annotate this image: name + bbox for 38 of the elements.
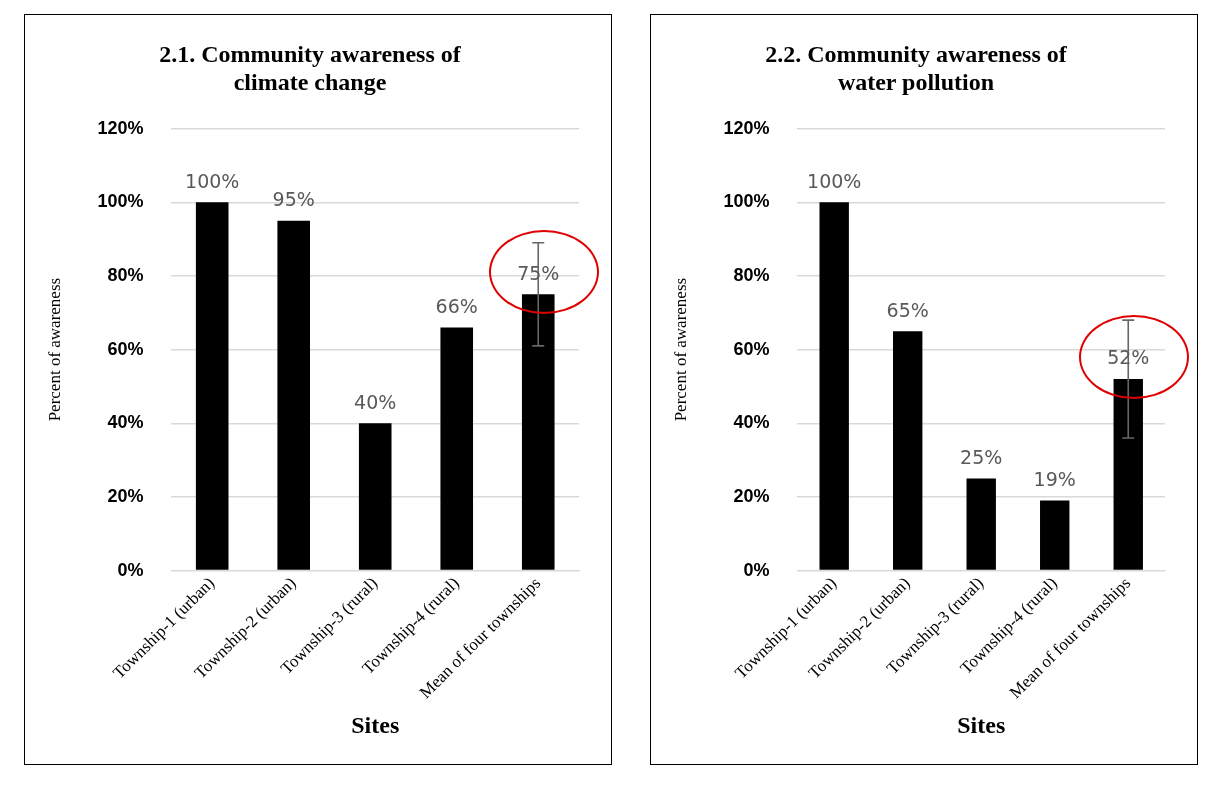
- bar: [358, 423, 392, 570]
- y-tick-label: 0%: [743, 559, 770, 580]
- y-axis-title: Percent of awareness: [44, 277, 64, 422]
- x-axis-title: Sites: [957, 711, 1006, 738]
- y-tick-label: 80%: [733, 264, 770, 285]
- y-tick-label: 80%: [107, 264, 144, 285]
- data-label: 95%: [272, 188, 315, 211]
- y-tick-label: 120%: [723, 117, 770, 138]
- bar: [277, 220, 311, 570]
- data-label: 100%: [185, 169, 240, 192]
- chart-title: 2.2. Community awareness of water pollution: [765, 40, 1068, 96]
- bar: [966, 478, 996, 570]
- data-label: 19%: [1033, 468, 1076, 491]
- bar: [195, 202, 229, 570]
- y-tick-label: 20%: [733, 485, 770, 506]
- data-label: 66%: [435, 294, 478, 317]
- y-tick-label: 100%: [723, 191, 770, 212]
- y-tick-label: 40%: [107, 412, 144, 433]
- data-label: 40%: [354, 390, 397, 413]
- data-label: 65%: [886, 298, 929, 321]
- bar: [819, 202, 849, 570]
- bar: [521, 294, 555, 570]
- bar: [1113, 379, 1143, 570]
- y-tick-label: 120%: [97, 117, 144, 138]
- y-axis-title: Percent of awareness: [670, 277, 690, 422]
- bar: [1040, 500, 1070, 570]
- y-tick-label: 100%: [97, 191, 144, 212]
- bar: [440, 327, 474, 570]
- x-axis-title: Sites: [351, 711, 400, 738]
- bar: [893, 331, 923, 570]
- y-tick-label: 60%: [733, 338, 770, 359]
- chart-title: 2.1. Community awareness of climate change: [159, 40, 462, 96]
- data-label: 25%: [960, 445, 1003, 468]
- y-tick-label: 40%: [733, 412, 770, 433]
- data-label: 100%: [807, 169, 862, 192]
- y-tick-label: 20%: [107, 485, 144, 506]
- y-tick-label: 0%: [117, 559, 144, 580]
- y-tick-label: 60%: [107, 338, 144, 359]
